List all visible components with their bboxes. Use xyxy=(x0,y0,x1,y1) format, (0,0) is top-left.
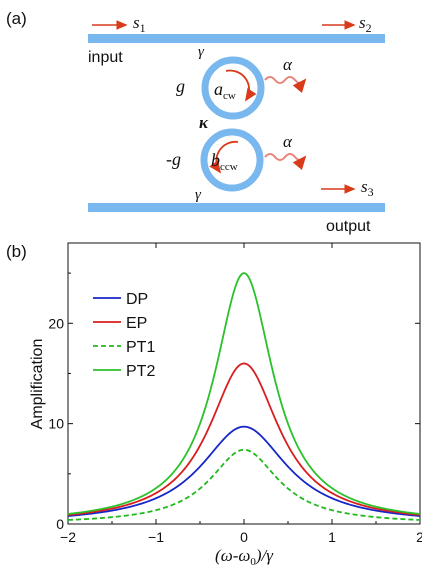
emission-wave-a xyxy=(264,76,307,94)
y-tick-label: 0 xyxy=(56,516,64,532)
x-tick-label: −2 xyxy=(60,529,76,545)
x-tick-label: 1 xyxy=(328,529,336,545)
series-line-pt1 xyxy=(67,448,421,521)
legend-label-dp: DP xyxy=(126,291,148,308)
input-label: input xyxy=(88,49,123,66)
s2-label: s2 xyxy=(359,13,372,35)
x-tick-label: 0 xyxy=(240,529,248,545)
loss-neg-g-label: -g xyxy=(166,149,181,169)
alpha-label-b: α xyxy=(283,132,293,151)
resonator-a-ring xyxy=(201,56,265,120)
x-axis-label: (ω-ω0)/γ xyxy=(215,546,274,568)
output-waveguide xyxy=(88,203,385,212)
plot-frame xyxy=(67,242,421,525)
resonator-b-ring xyxy=(200,128,264,192)
ccw-arrow xyxy=(209,140,239,174)
mode-a-label: acw xyxy=(214,79,236,102)
x-tick-label: 2 xyxy=(416,529,422,545)
series-line-dp xyxy=(67,425,421,517)
panel-b-label: (b) xyxy=(6,242,27,261)
legend-label-pt1: PT1 xyxy=(126,339,155,356)
output-label: output xyxy=(326,218,371,235)
gamma-label-top: γ xyxy=(198,44,205,60)
alpha-label-a: α xyxy=(283,55,293,74)
kappa-label: κ xyxy=(199,113,209,132)
gamma-label-bottom: γ xyxy=(195,187,202,203)
series-lines xyxy=(67,272,421,521)
panel-a-label: (a) xyxy=(6,9,27,28)
emission-wave-b xyxy=(264,153,307,171)
y-tick-label: 20 xyxy=(48,315,64,331)
legend-label-pt2: PT2 xyxy=(126,363,155,380)
y-axis-label: Amplification xyxy=(29,339,46,430)
series-line-pt2 xyxy=(67,272,421,515)
mode-b-label: bccw xyxy=(211,150,238,173)
legend: DP EP PT1 PT2 xyxy=(93,291,155,380)
series-line-ep xyxy=(67,362,421,516)
gain-g-label: g xyxy=(176,76,185,96)
y-tick-label: 10 xyxy=(48,416,64,432)
input-waveguide xyxy=(88,34,385,43)
x-tick-label: −1 xyxy=(148,529,164,545)
s1-label: s1 xyxy=(133,13,146,35)
legend-label-ep: EP xyxy=(126,315,147,332)
s3-label: s3 xyxy=(361,177,374,199)
cw-arrow xyxy=(225,69,257,102)
panel-a: (a) s1 s2 input output s3 γ γ acw g κ bc… xyxy=(6,9,385,235)
